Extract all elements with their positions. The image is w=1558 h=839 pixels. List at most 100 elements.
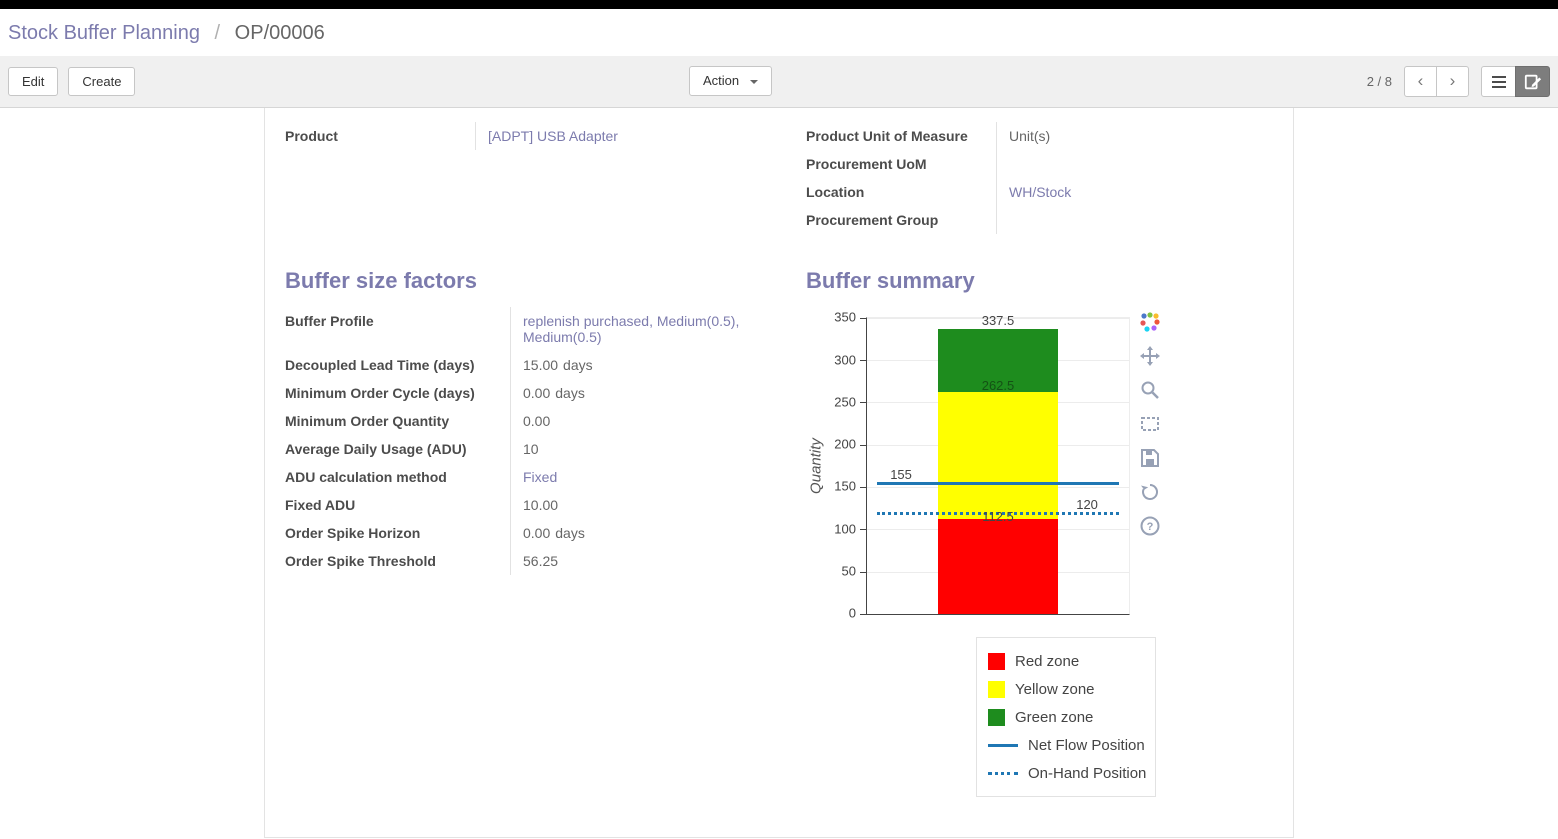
legend-label: Yellow zone bbox=[1015, 680, 1095, 698]
net-flow-position-line bbox=[877, 482, 1119, 486]
field-label-fixed-adu: Fixed ADU bbox=[285, 497, 356, 514]
chart-annotation: 112.5 bbox=[982, 509, 1014, 525]
breadcrumb-current: OP/00006 bbox=[234, 22, 325, 44]
chart-annotation: 155 bbox=[890, 467, 912, 483]
field-value-procurement-group bbox=[996, 206, 1273, 234]
dlt-value: 15.00 bbox=[523, 357, 559, 374]
pager-previous-button[interactable]: ‹ bbox=[1404, 66, 1437, 97]
legend-label: On-Hand Position bbox=[1028, 764, 1147, 782]
action-dropdown-button[interactable]: Action bbox=[689, 66, 772, 96]
pager-nav: ‹ › bbox=[1404, 66, 1469, 97]
on-hand-position-line bbox=[877, 511, 1119, 515]
adu-value: 10 bbox=[523, 441, 539, 458]
help-button[interactable]: ? bbox=[1138, 515, 1162, 539]
box-select-button[interactable] bbox=[1138, 413, 1162, 437]
info-groups: Product [ADPT] USB Adapter Product Unit … bbox=[285, 122, 1273, 234]
location-link[interactable]: WH/Stock bbox=[1009, 184, 1072, 200]
field-value-spike-horizon: 0.00 days bbox=[510, 519, 770, 548]
chevron-right-icon: › bbox=[1449, 71, 1456, 91]
legend-swatch-red-zone bbox=[988, 652, 1005, 670]
chevron-left-icon: ‹ bbox=[1417, 71, 1424, 91]
breadcrumb-parent[interactable]: Stock Buffer Planning bbox=[8, 22, 200, 44]
pager-cluster: 2 / 8 ‹ › bbox=[1367, 66, 1550, 97]
field-label-product: Product bbox=[285, 128, 338, 144]
field-value-spike-threshold: 56.25 bbox=[510, 547, 770, 576]
field-row-procurement-group: Procurement Group bbox=[806, 206, 1273, 234]
legend-swatch-green-zone bbox=[988, 708, 1005, 726]
plotly-logo-button[interactable] bbox=[1138, 311, 1162, 335]
chart-tick-label: 150 bbox=[834, 478, 856, 494]
legend-item-on-hand-position: On-Hand Position bbox=[988, 759, 1147, 787]
autoscale-icon bbox=[1141, 484, 1159, 501]
legend-label: Green zone bbox=[1015, 708, 1094, 726]
chart-gridline bbox=[867, 317, 1129, 319]
info-group-right: Product Unit of Measure Unit(s) Procurem… bbox=[806, 122, 1273, 234]
fixed-adu-value: 10.00 bbox=[523, 497, 559, 514]
legend-label: Net Flow Position bbox=[1028, 736, 1145, 754]
field-value-uom: Unit(s) bbox=[996, 122, 1273, 150]
legend-item-net-flow-position: Net Flow Position bbox=[988, 731, 1145, 759]
create-button[interactable]: Create bbox=[68, 66, 136, 97]
field-label-min-order-cycle: Minimum Order Cycle (days) bbox=[285, 385, 475, 402]
chart-annotation: 337.5 bbox=[981, 312, 1015, 328]
field-label-min-order-qty: Minimum Order Quantity bbox=[285, 413, 450, 430]
adu-method-link[interactable]: Fixed bbox=[523, 469, 558, 486]
chart-tick-label: 50 bbox=[841, 563, 856, 579]
chart-tick-label: 250 bbox=[834, 394, 856, 410]
action-dropdown: Action bbox=[689, 66, 772, 96]
pan-icon bbox=[1140, 346, 1160, 367]
field-label-buffer-profile: Buffer Profile bbox=[285, 313, 374, 330]
autoscale-button[interactable] bbox=[1138, 481, 1162, 505]
save-image-button[interactable] bbox=[1138, 447, 1162, 471]
uom-value: Unit(s) bbox=[1009, 128, 1051, 144]
field-value-product: [ADPT] USB Adapter bbox=[475, 122, 770, 150]
chart-tick-label: 350 bbox=[834, 309, 856, 325]
chart-tick bbox=[860, 571, 867, 573]
edit-button[interactable]: Edit bbox=[8, 66, 59, 97]
legend-item-yellow-zone: Yellow zone bbox=[988, 675, 1144, 703]
field-value-buffer-profile: replenish purchased, Medium(0.5), Medium… bbox=[510, 307, 770, 352]
pager-next-button[interactable]: › bbox=[1436, 66, 1469, 97]
field-row-min-order-qty: Minimum Order Quantity 0.00 bbox=[285, 407, 770, 436]
legend-swatch-yellow-zone bbox=[988, 680, 1005, 698]
field-label-spike-horizon: Order Spike Horizon bbox=[285, 525, 421, 542]
form-view-button[interactable] bbox=[1515, 66, 1550, 97]
buffer-profile-link[interactable]: replenish purchased, Medium(0.5), Medium… bbox=[523, 313, 740, 346]
legend-item-red-zone: Red zone bbox=[988, 647, 1144, 675]
legend-label: Red zone bbox=[1015, 652, 1080, 670]
zone-green-zone bbox=[937, 328, 1059, 393]
field-row-fixed-adu: Fixed ADU 10.00 bbox=[285, 491, 770, 520]
chart-annotation: 262.5 bbox=[981, 378, 1015, 394]
buffer-chart: Quantity 0 50 100 150 200 250 300 350 337.5 262.… bbox=[806, 307, 1273, 807]
product-link[interactable]: [ADPT] USB Adapter bbox=[488, 128, 618, 144]
view-switcher bbox=[1481, 66, 1550, 97]
spike-horizon-suffix: days bbox=[555, 525, 585, 542]
top-navbar bbox=[0, 0, 1558, 9]
list-view-icon bbox=[1491, 75, 1506, 88]
chart-tick bbox=[860, 317, 867, 319]
legend-swatch-on-hand-position bbox=[988, 771, 1018, 775]
pan-button[interactable] bbox=[1138, 345, 1162, 369]
field-value-min-order-qty: 0.00 bbox=[510, 407, 770, 436]
pager-count: 2 / 8 bbox=[1366, 74, 1392, 89]
chart-tick bbox=[860, 360, 867, 362]
field-value-location: WH/Stock bbox=[996, 178, 1273, 206]
field-row-procurement-uom: Procurement UoM bbox=[806, 150, 1273, 178]
field-row-buffer-profile: Buffer Profile replenish purchased, Medi… bbox=[285, 307, 770, 352]
chart-annotation: 120 bbox=[1076, 496, 1098, 512]
chart-tick-label: 0 bbox=[848, 605, 856, 621]
plot-area: 337.5 262.5 155 112.5 120 bbox=[860, 313, 1130, 616]
zoom-button[interactable] bbox=[1138, 379, 1162, 403]
chart-tick-label: 100 bbox=[834, 521, 856, 537]
field-row-spike-horizon: Order Spike Horizon 0.00 days bbox=[285, 519, 770, 548]
dlt-suffix: days bbox=[563, 357, 593, 374]
field-label-spike-threshold: Order Spike Threshold bbox=[285, 553, 436, 570]
field-row-uom: Product Unit of Measure Unit(s) bbox=[806, 122, 1273, 150]
save-icon bbox=[1141, 449, 1159, 468]
field-row-product: Product [ADPT] USB Adapter bbox=[285, 122, 770, 150]
field-row-location: Location WH/Stock bbox=[806, 178, 1273, 206]
caret-down-icon bbox=[749, 79, 758, 84]
plotly-logo-icon bbox=[1140, 312, 1160, 332]
list-view-button[interactable] bbox=[1481, 66, 1516, 97]
field-value-adu-method: Fixed bbox=[510, 463, 770, 492]
